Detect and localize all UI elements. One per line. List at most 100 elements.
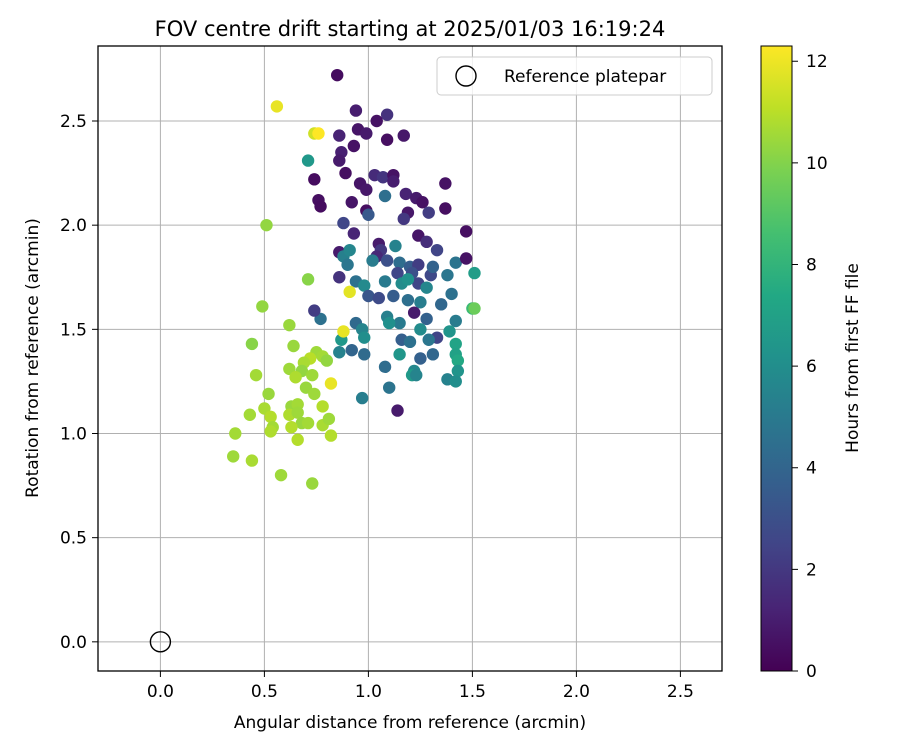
data-point (459, 225, 473, 238)
data-point (383, 316, 396, 330)
data-point (426, 260, 440, 274)
data-point (264, 425, 277, 438)
data-point (291, 433, 304, 446)
data-point (399, 187, 413, 201)
data-point (243, 408, 257, 421)
x-tick-label: 1.0 (355, 682, 382, 702)
data-point (380, 133, 394, 146)
data-point (366, 254, 379, 267)
data-point (345, 343, 358, 357)
data-point (337, 325, 350, 338)
data-point (378, 275, 392, 288)
legend-box (436, 56, 713, 96)
x-tick-label: 0.5 (251, 682, 278, 702)
data-point (414, 352, 427, 365)
data-point (376, 171, 390, 184)
reference-marker-layer (149, 631, 172, 653)
data-point (387, 289, 400, 303)
data-point (416, 196, 429, 209)
y-tick-label: 1.5 (60, 320, 87, 340)
data-point (343, 243, 356, 257)
data-point (360, 183, 373, 196)
data-point (347, 227, 361, 240)
data-point (347, 139, 361, 153)
x-tick-label: 1.5 (459, 682, 486, 702)
y-tick-label: 2.0 (60, 216, 87, 236)
legend-label-reference: Reference platepar (504, 67, 666, 87)
data-point (343, 285, 356, 299)
data-point (333, 271, 346, 284)
y-axis-ticks: 0.0 0.5 1.0 1.5 2.0 2.5 (60, 112, 98, 653)
y-axis-label: Rotation from reference (arcmin) (23, 218, 43, 498)
legend: Reference platepar (436, 56, 713, 96)
data-point (393, 316, 406, 330)
x-axis-ticks: 0.0 0.5 1.0 1.5 2.0 2.5 (147, 671, 694, 702)
data-point (256, 300, 269, 313)
data-point (403, 335, 417, 349)
data-point (378, 189, 392, 203)
data-point (439, 202, 452, 215)
data-point (360, 127, 373, 140)
data-point (229, 427, 242, 440)
data-point (274, 468, 288, 482)
data-point (389, 239, 402, 253)
data-point (264, 410, 277, 424)
data-point (349, 104, 363, 117)
data-point (397, 212, 410, 226)
data-point (322, 412, 336, 426)
data-point (306, 477, 319, 490)
colorbar-tick-label: 0 (806, 662, 817, 682)
data-point (362, 208, 375, 221)
data-point (314, 200, 327, 213)
data-point (391, 266, 404, 280)
data-point (414, 296, 427, 309)
plot-area-frame (97, 45, 723, 672)
colorbar-tick-label: 2 (806, 560, 817, 580)
data-point (333, 129, 346, 142)
data-point (372, 291, 385, 305)
data-point (391, 404, 404, 417)
data-point (451, 354, 465, 367)
data-point (249, 368, 263, 382)
data-point (324, 377, 338, 390)
data-point (393, 256, 406, 269)
grid-lines (98, 46, 722, 671)
data-point (468, 266, 481, 280)
colorbar-tick-label: 8 (806, 255, 817, 275)
data-point (380, 108, 394, 121)
data-point (378, 360, 392, 374)
data-point (420, 281, 433, 294)
x-axis-label: Angular distance from reference (arcmin) (234, 713, 586, 733)
data-point (324, 429, 338, 442)
data-point (283, 318, 296, 332)
data-point (445, 287, 458, 301)
x-tick-label: 2.5 (667, 682, 694, 702)
colorbar-tick-label: 12 (806, 52, 828, 72)
data-point (420, 235, 433, 249)
data-point (383, 381, 396, 394)
data-point (355, 391, 369, 405)
data-point (407, 306, 421, 319)
data-point (410, 368, 423, 382)
data-point (443, 325, 456, 338)
data-point (320, 354, 333, 367)
colorbar-tick-label: 10 (806, 154, 828, 174)
data-point (291, 406, 304, 419)
data-point (337, 216, 350, 230)
y-tick-label: 0.5 (60, 529, 87, 549)
data-point (227, 450, 240, 463)
data-point (449, 314, 462, 328)
data-points (227, 68, 481, 490)
data-point (333, 346, 346, 359)
data-point (285, 421, 298, 434)
data-point (422, 206, 435, 219)
data-point (308, 173, 321, 186)
data-point (420, 312, 433, 326)
colorbar-ticks: 0 2 4 6 8 10 12 (792, 52, 828, 682)
data-point (387, 175, 400, 188)
data-point (441, 268, 454, 282)
data-point (380, 254, 394, 267)
data-point (333, 154, 346, 167)
data-point (370, 114, 383, 128)
